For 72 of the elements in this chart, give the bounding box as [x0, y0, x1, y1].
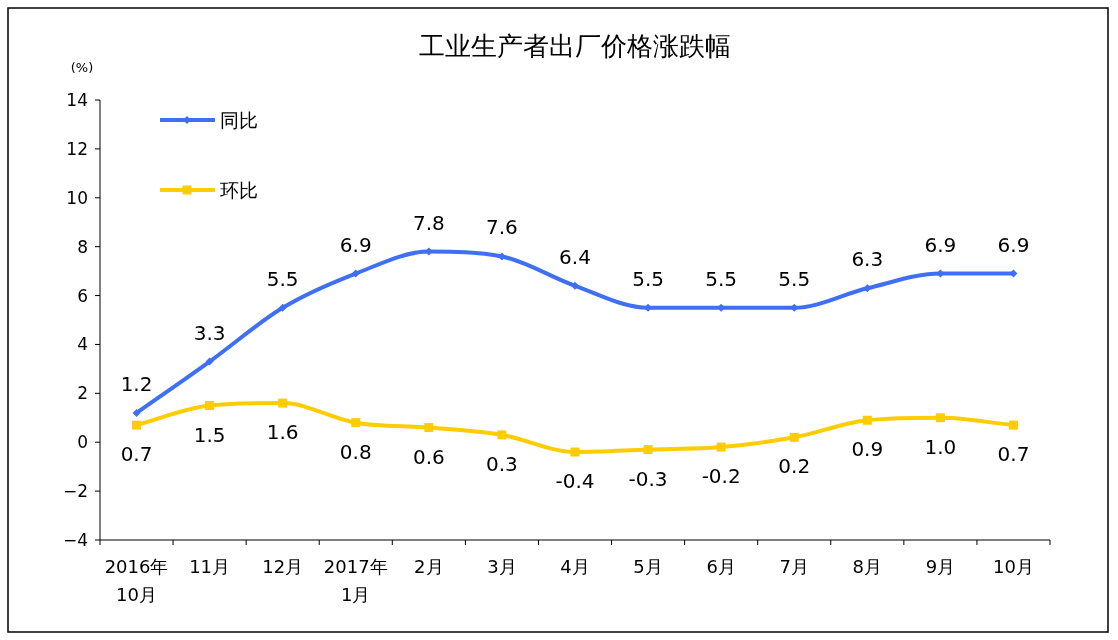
point [643, 445, 653, 455]
data-label: 0.6 [412, 444, 445, 469]
data-label: 6.9 [339, 232, 372, 257]
data-label: 7.8 [412, 210, 445, 235]
legend-label: 同比 [220, 109, 258, 131]
point [935, 413, 945, 423]
x-tick-label: 7月 [779, 556, 809, 577]
data-label: -0.2 [701, 464, 741, 489]
data-label: 5.5 [778, 266, 811, 291]
chart-title: 工业生产者出厂价格涨跌幅 [419, 31, 731, 61]
point [351, 269, 360, 278]
y-tick-label: −2 [62, 481, 88, 502]
point [278, 398, 288, 408]
y-tick-label: 2 [77, 383, 88, 404]
data-label: -0.4 [555, 469, 595, 493]
data-label: 3.3 [193, 320, 226, 345]
data-label: 5.5 [266, 266, 299, 291]
point [863, 284, 872, 293]
x-tick-label: 4月 [560, 556, 590, 577]
y-tick-label: 10 [66, 187, 88, 208]
x-tick-label: 2月 [414, 556, 444, 577]
data-label: 6.4 [559, 244, 591, 269]
y-tick-label: 8 [77, 236, 88, 257]
data-label: 0.7 [997, 442, 1030, 467]
point [1008, 420, 1018, 430]
y-tick-label: 4 [77, 334, 88, 355]
y-tick-label: 12 [66, 138, 88, 159]
legend-label: 环比 [220, 179, 258, 201]
data-label: -0.3 [628, 466, 668, 491]
point [132, 420, 142, 430]
data-label: 1.0 [924, 434, 957, 459]
y-tick-label: 6 [77, 285, 88, 306]
data-label: 1.6 [266, 420, 299, 445]
data-label: 6.3 [851, 247, 884, 272]
x-tick-label: 10月 [993, 556, 1034, 577]
x-tick-label: 3月 [487, 556, 517, 577]
x-tick-label: 11月 [189, 556, 231, 577]
x-tick-label: 2016年 10月 [104, 556, 169, 605]
point [424, 423, 434, 433]
point [278, 303, 287, 312]
data-label: 0.8 [339, 439, 372, 464]
point [132, 408, 141, 417]
point [570, 447, 580, 457]
x-tick-label: 5月 [633, 556, 663, 577]
point [716, 442, 726, 452]
y-axis-title: (%) [70, 60, 94, 75]
data-label: 0.7 [120, 442, 153, 467]
data-label: 0.2 [778, 454, 811, 479]
data-label: 6.9 [924, 232, 957, 257]
data-label: 7.6 [486, 215, 518, 240]
x-tick-label: 6月 [706, 556, 736, 577]
data-label: 6.9 [997, 232, 1030, 257]
point [205, 357, 214, 366]
point [351, 418, 361, 428]
data-label: 0.9 [851, 437, 884, 462]
y-tick-label: 14 [66, 90, 88, 110]
data-label: 0.3 [486, 451, 518, 476]
data-label: 5.5 [705, 266, 738, 291]
data-label: 1.2 [120, 371, 153, 396]
x-tick-label: 12月 [262, 556, 304, 577]
point [205, 401, 215, 411]
point [862, 415, 872, 425]
data-label: 5.5 [632, 266, 664, 291]
x-tick-label: 8月 [852, 556, 883, 577]
x-tick-label: 9月 [925, 556, 956, 577]
y-tick-label: −4 [62, 530, 88, 550]
point [789, 432, 799, 442]
point [571, 281, 579, 290]
data-label: 1.5 [193, 422, 226, 447]
x-tick-label: 2017年 1月 [323, 556, 388, 605]
point [497, 430, 507, 440]
y-tick-label: 0 [77, 432, 88, 453]
